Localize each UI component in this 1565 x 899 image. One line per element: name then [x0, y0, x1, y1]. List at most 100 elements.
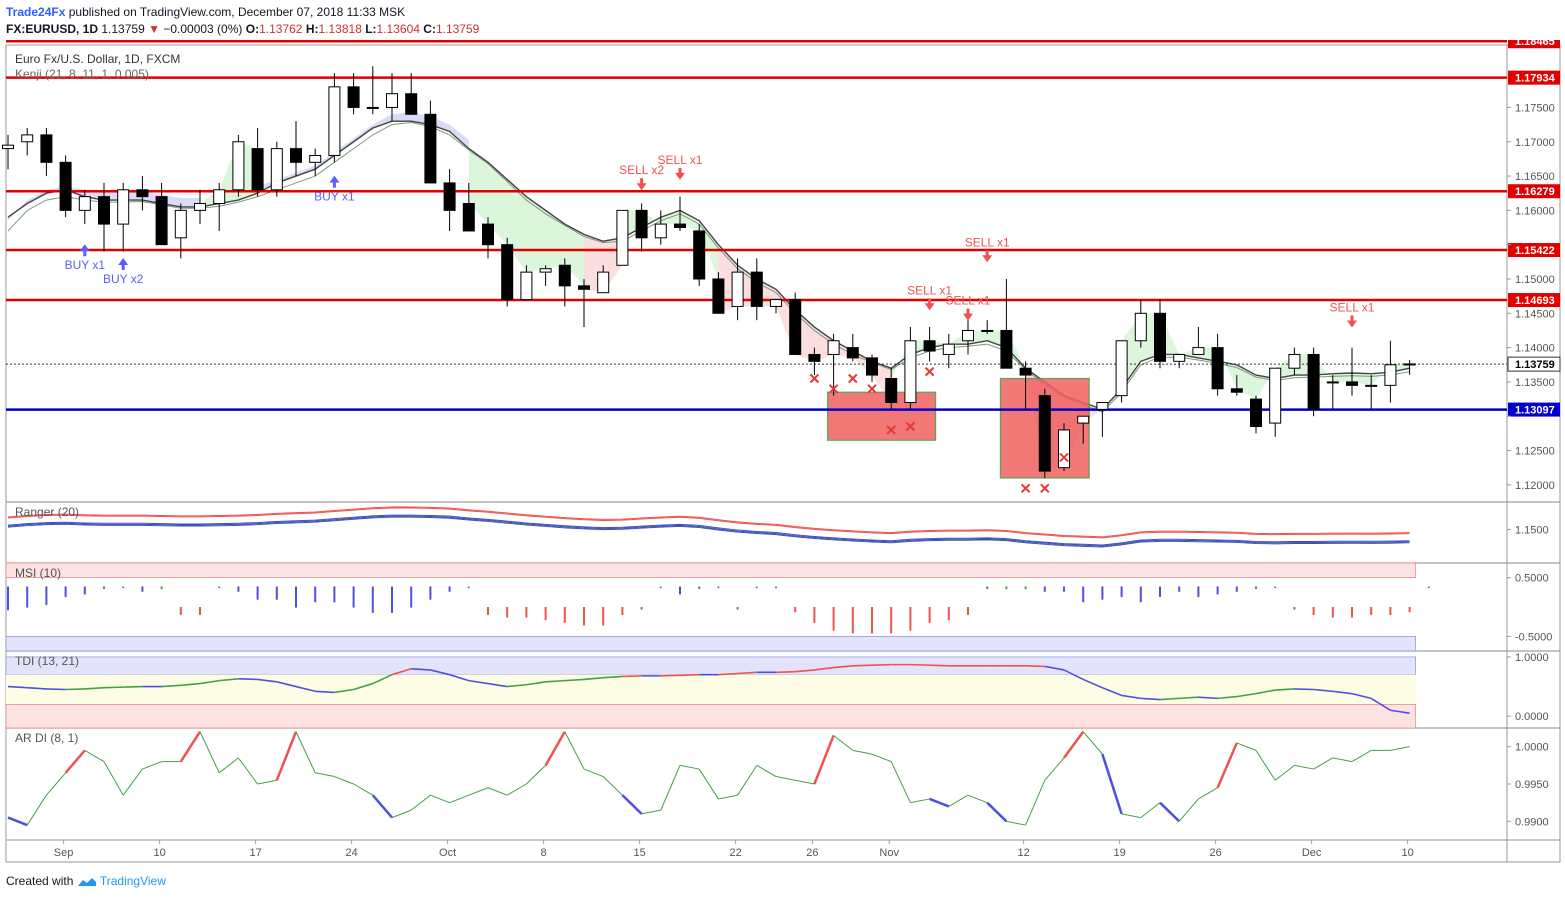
candle-body [309, 154, 322, 163]
tradingview-link[interactable]: TradingView [99, 874, 166, 888]
msi-lower-band [5, 636, 1416, 652]
tdi-segment [1140, 697, 1161, 701]
ardi-segment [526, 764, 546, 785]
x-tick-label: 26 [1209, 847, 1221, 859]
ardi-segment [334, 776, 354, 785]
candle-body [2, 144, 14, 150]
candle-body [1154, 312, 1166, 362]
candle-body [1250, 398, 1262, 428]
resistance-level-label: 1.18465 [1515, 40, 1555, 48]
y-tick-label: 1.14500 [1515, 308, 1555, 320]
y-tick-label: 1.12000 [1515, 480, 1555, 492]
kenji-cloud-green [200, 141, 258, 207]
y-tick-label: 1.1500 [1515, 524, 1549, 536]
sell-arrow-stem [985, 250, 989, 257]
indicator-label: Kenji (21, 8, 11, 1, 0.005) [15, 67, 149, 81]
ardi-segment [679, 764, 700, 770]
y-tick-label: -0.5000 [1515, 631, 1552, 643]
candle-body [750, 271, 763, 307]
chart-area[interactable]: 1.18465 1.17934 1.16279 1.15422 1.14693 1.130… [0, 40, 1565, 866]
msi-pane [5, 562, 1430, 652]
ardi-segment [84, 749, 105, 763]
candle-body [232, 141, 245, 191]
candle-body [462, 203, 475, 232]
ardi-segment [46, 772, 66, 796]
ardi-segment [1006, 820, 1026, 826]
candle-body [136, 189, 149, 198]
buy-arrow-icon [329, 175, 340, 183]
kenji-cloud-red [718, 244, 892, 403]
open-label: O: [245, 22, 260, 36]
tdi-segment [7, 685, 28, 689]
sell-arrow-icon [963, 313, 973, 321]
candle-body [1115, 340, 1128, 397]
ranger-band-line [7, 514, 1410, 546]
candle-body [117, 189, 130, 225]
ardi-segment [218, 757, 239, 774]
tdi-segment [161, 684, 181, 688]
last-price-badge [1507, 356, 1561, 372]
kenji-cloud-green [622, 210, 719, 279]
ardi-segment [775, 776, 796, 781]
buy-signal-label: BUY x1 [65, 258, 106, 272]
y-tick-label: 1.15000 [1515, 274, 1555, 286]
publisher-name[interactable]: Trade24Fx [6, 5, 66, 19]
close-value: 1.13759 [435, 22, 480, 36]
ranger-band-line [7, 506, 1410, 538]
sell-signal-label: SELL x1 [1330, 300, 1375, 314]
resistance-level-label: 1.16279 [1515, 186, 1555, 198]
sell-arrow-stem [1350, 315, 1354, 322]
sell-arrow-icon [636, 183, 647, 191]
cross-marker-icon [1040, 483, 1050, 493]
cross-marker-icon [1020, 483, 1031, 493]
tdi-segment [507, 683, 527, 688]
candle-body [1269, 367, 1282, 424]
candle-body [501, 244, 514, 301]
candle-body [21, 134, 34, 143]
candle-body [1173, 353, 1186, 362]
chart-title: Euro Fx/U.S. Dollar, 1D, FXCM [15, 52, 180, 66]
tdi-segment [1236, 692, 1257, 698]
ardi-segment [257, 779, 277, 785]
candle-body [290, 148, 302, 163]
x-tick-label: 15 [633, 847, 645, 859]
tdi-segment [1025, 665, 1045, 668]
tdi-segment [449, 673, 470, 682]
resistance-level-label: 1.15422 [1515, 245, 1555, 257]
sell-arrow-stem [966, 308, 970, 315]
ardi-segment [64, 749, 86, 774]
ardi-segment [103, 761, 124, 796]
tdi-segment [1275, 688, 1295, 691]
x-tick-label: Nov [879, 847, 899, 859]
msi-upper-band [5, 562, 1416, 578]
tdi-segment [468, 679, 489, 685]
sell-arrow-stem [928, 298, 932, 305]
cross-marker-icon [924, 366, 935, 377]
pane-title: Ranger (20) [15, 505, 79, 519]
candle-body [1346, 381, 1358, 386]
resistance-level-badge [1508, 243, 1560, 258]
resistance-level-badge [1508, 293, 1560, 308]
tdi-segment [27, 686, 47, 690]
candle-body [539, 268, 552, 273]
open-value: 1.13762 [259, 22, 303, 36]
kenji-cloud-blue [8, 186, 200, 221]
x-tick-label: Sep [54, 847, 74, 859]
ardi-segment [621, 794, 643, 815]
support-level-label: 1.13097 [1515, 405, 1555, 417]
sell-arrow-icon [982, 255, 993, 263]
ardi-segment [237, 757, 259, 785]
kenji-line-2 [7, 122, 1410, 413]
pane-title: TDI (13, 21) [15, 654, 79, 668]
candle-body [1000, 329, 1013, 369]
ardi-segment [718, 794, 738, 800]
candle-body [59, 161, 72, 211]
candle-body [962, 329, 974, 342]
resistance-level-badge [1508, 184, 1560, 199]
ardi-segment [142, 761, 162, 770]
tdi-segment [814, 666, 834, 671]
y-tick-label: 1.0000 [1515, 742, 1549, 754]
close-label: C: [423, 22, 436, 36]
ardi-segment [1294, 764, 1314, 770]
candle-body [40, 134, 53, 163]
